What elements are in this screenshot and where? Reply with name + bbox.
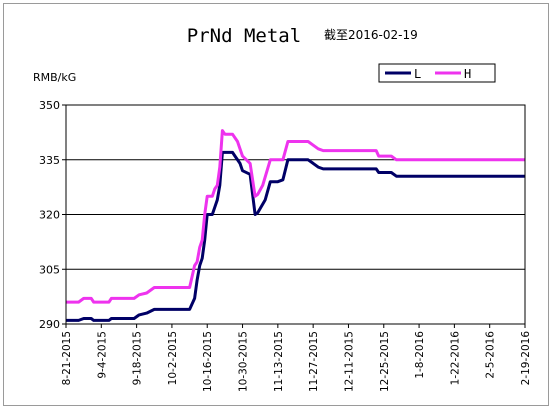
series-line-l	[66, 150, 525, 322]
y-tick-label: 335	[39, 154, 60, 167]
x-tick-label: 9-4-2015	[96, 331, 108, 379]
x-axis-ticks: 8-21-2015 9-4-2015 9-18-2015 10-2-2015 10-16…	[61, 324, 532, 392]
y-tick-label: 320	[39, 209, 60, 222]
chart-subtitle: 截至2016-02-19	[324, 28, 418, 42]
y-axis-ticks: 290 305 320 335 350	[39, 99, 66, 331]
legend: L H	[378, 63, 496, 83]
x-tick-label: 2-19-2016	[520, 331, 532, 386]
x-tick-label: 10-2-2015	[167, 331, 179, 385]
x-tick-label: 10-30-2015	[238, 331, 250, 392]
legend-label-l: L	[414, 67, 421, 81]
x-tick-label: 1-8-2016	[414, 331, 426, 379]
x-tick-label: 11-13-2015	[273, 331, 285, 392]
x-tick-label: 2-5-2016	[485, 331, 497, 379]
x-tick-label: 1-22-2016	[449, 331, 461, 386]
x-tick-label: 10-16-2015	[202, 331, 214, 392]
y-tick-label: 290	[39, 318, 60, 331]
chart-frame: PrNd Metal 截至2016-02-19 RMB/kG L H 290 30…	[3, 3, 549, 406]
y-tick-label: 305	[39, 263, 60, 276]
x-tick-label: 9-18-2015	[132, 331, 144, 385]
legend-label-h: H	[464, 67, 471, 81]
x-tick-label: 12-25-2015	[379, 331, 391, 392]
x-tick-label: 12-11-2015	[343, 331, 355, 392]
chart-title: PrNd Metal	[187, 25, 301, 47]
y-axis-label: RMB/kG	[33, 71, 76, 84]
chart-svg: PrNd Metal 截至2016-02-19 RMB/kG L H 290 30…	[33, 25, 532, 392]
y-tick-label: 350	[39, 99, 60, 112]
x-tick-label: 11-27-2015	[308, 331, 320, 392]
x-tick-label: 8-21-2015	[61, 331, 73, 385]
series-lines	[66, 129, 525, 322]
series-line-h	[66, 129, 525, 304]
plot-area	[65, 104, 526, 325]
